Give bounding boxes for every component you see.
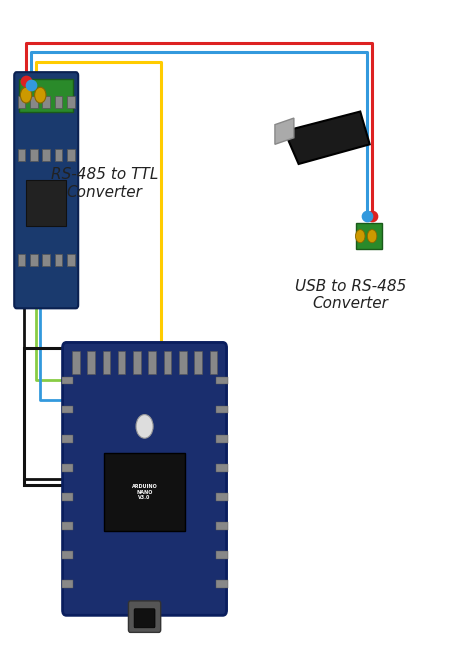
Point: [27, 80, 35, 91]
Bar: [62, 435, 73, 443]
Text: USB to RS-485
Converter: USB to RS-485 Converter: [295, 279, 406, 312]
Bar: [55, 149, 63, 161]
Bar: [102, 351, 110, 374]
Polygon shape: [275, 118, 294, 144]
Bar: [133, 351, 141, 374]
Bar: [62, 377, 73, 384]
Bar: [87, 351, 95, 374]
Bar: [55, 96, 63, 108]
Bar: [179, 351, 187, 374]
Bar: [62, 464, 73, 472]
Bar: [210, 351, 217, 374]
FancyBboxPatch shape: [134, 609, 155, 628]
Polygon shape: [284, 112, 370, 164]
Bar: [62, 493, 73, 501]
Bar: [216, 493, 228, 501]
Bar: [26, 180, 66, 226]
Bar: [62, 580, 73, 588]
FancyBboxPatch shape: [128, 601, 161, 632]
Bar: [72, 351, 80, 374]
Bar: [216, 551, 228, 559]
Bar: [18, 254, 25, 266]
Bar: [148, 351, 156, 374]
Bar: [62, 551, 73, 559]
Bar: [118, 351, 126, 374]
Bar: [62, 405, 73, 413]
Bar: [24, 348, 161, 485]
Bar: [216, 580, 228, 588]
Bar: [194, 351, 202, 374]
Bar: [216, 377, 228, 384]
Bar: [67, 254, 75, 266]
Bar: [104, 453, 185, 531]
FancyBboxPatch shape: [14, 72, 78, 308]
Bar: [30, 254, 37, 266]
Bar: [164, 351, 171, 374]
Bar: [18, 149, 25, 161]
Point: [368, 211, 376, 222]
Bar: [30, 149, 37, 161]
Bar: [19, 79, 73, 112]
Bar: [43, 254, 50, 266]
Bar: [356, 223, 382, 249]
Bar: [43, 96, 50, 108]
Bar: [18, 96, 25, 108]
Bar: [216, 435, 228, 443]
Text: ARDUINO
NANO
V3.0: ARDUINO NANO V3.0: [132, 483, 157, 501]
Bar: [62, 522, 73, 529]
Circle shape: [20, 87, 32, 103]
Bar: [216, 522, 228, 529]
Bar: [43, 149, 50, 161]
Bar: [30, 96, 37, 108]
Text: RS-485 to TTL
Converter: RS-485 to TTL Converter: [51, 167, 158, 200]
Bar: [216, 464, 228, 472]
Bar: [55, 254, 63, 266]
Bar: [216, 405, 228, 413]
Bar: [67, 96, 75, 108]
Circle shape: [136, 415, 153, 438]
FancyBboxPatch shape: [63, 342, 227, 615]
Circle shape: [35, 87, 46, 103]
Bar: [67, 149, 75, 161]
Circle shape: [356, 230, 365, 243]
Point: [364, 211, 371, 222]
Circle shape: [367, 230, 377, 243]
Point: [22, 75, 30, 86]
